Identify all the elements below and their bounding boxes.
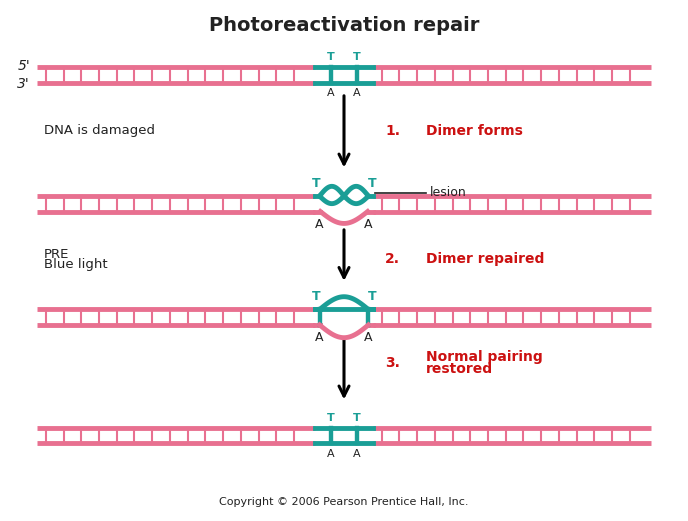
Text: A: A <box>327 449 335 458</box>
Text: 2.: 2. <box>385 253 400 266</box>
Text: DNA is damaged: DNA is damaged <box>44 124 155 137</box>
Text: T: T <box>353 52 361 62</box>
Text: T: T <box>327 413 335 423</box>
Text: A: A <box>353 449 361 458</box>
Text: T: T <box>367 177 376 190</box>
Text: 3.: 3. <box>385 355 400 369</box>
Text: 1.: 1. <box>385 123 400 138</box>
Text: Copyright © 2006 Pearson Prentice Hall, Inc.: Copyright © 2006 Pearson Prentice Hall, … <box>219 497 469 507</box>
Text: T: T <box>367 290 376 303</box>
Text: Photoreactivation repair: Photoreactivation repair <box>209 16 479 35</box>
Text: 5': 5' <box>17 59 30 73</box>
Text: Normal pairing: Normal pairing <box>426 351 543 364</box>
Text: T: T <box>312 177 321 190</box>
Text: A: A <box>364 218 373 231</box>
Text: T: T <box>327 52 335 62</box>
Text: lesion: lesion <box>430 187 466 200</box>
Text: T: T <box>312 290 321 303</box>
Text: PRE: PRE <box>44 248 69 261</box>
Text: A: A <box>353 88 361 98</box>
Text: T: T <box>353 413 361 423</box>
Text: A: A <box>327 88 335 98</box>
Text: restored: restored <box>426 362 493 376</box>
Text: Blue light: Blue light <box>44 258 107 271</box>
Text: A: A <box>315 218 324 231</box>
Text: 3': 3' <box>17 77 30 91</box>
Text: A: A <box>315 331 324 344</box>
Text: Dimer forms: Dimer forms <box>426 123 523 138</box>
Text: A: A <box>364 331 373 344</box>
Text: Dimer repaired: Dimer repaired <box>426 253 544 266</box>
